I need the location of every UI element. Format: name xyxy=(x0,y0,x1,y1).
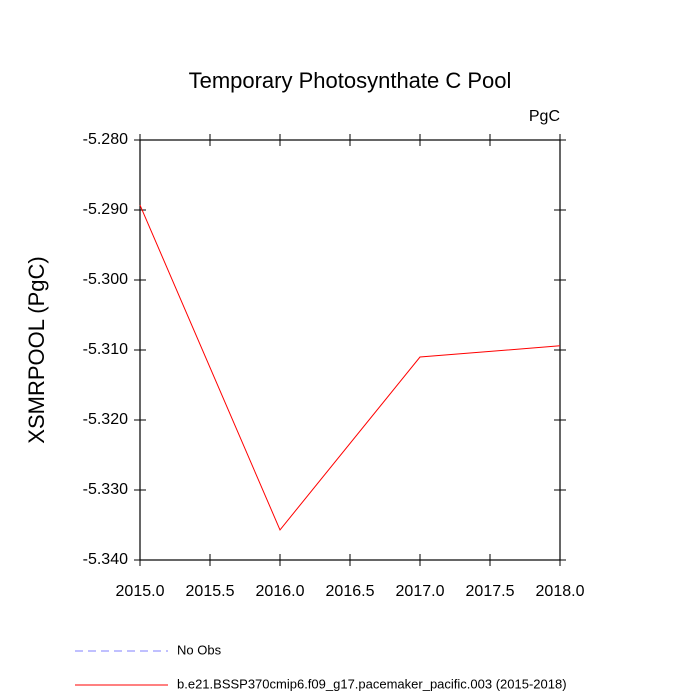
y-tick-label: -5.310 xyxy=(83,341,128,358)
x-tick-label: 2015.5 xyxy=(186,583,235,600)
unit-label: PgC xyxy=(529,108,560,125)
series-line xyxy=(139,204,561,531)
y-tick-label: -5.280 xyxy=(83,131,128,148)
y-axis-label: XSMRPOOL (PgC) xyxy=(24,256,49,443)
legend-label: No Obs xyxy=(177,642,222,657)
x-tick-label: 2017.0 xyxy=(396,583,445,600)
y-tick-label: -5.340 xyxy=(83,551,128,568)
legend-label: b.e21.BSSP370cmip6.f09_g17.pacemaker_pac… xyxy=(177,676,567,691)
x-tick-label: 2017.5 xyxy=(466,583,515,600)
y-tick-label: -5.300 xyxy=(83,271,128,288)
x-tick-label: 2016.5 xyxy=(326,583,375,600)
y-tick-label: -5.290 xyxy=(83,201,128,218)
x-tick-label: 2016.0 xyxy=(256,583,305,600)
chart-title: Temporary Photosynthate C Pool xyxy=(189,68,512,93)
x-tick-label: 2015.0 xyxy=(116,583,165,600)
y-tick-label: -5.320 xyxy=(83,411,128,428)
y-tick-label: -5.330 xyxy=(83,481,128,498)
x-tick-label: 2018.0 xyxy=(536,583,585,600)
